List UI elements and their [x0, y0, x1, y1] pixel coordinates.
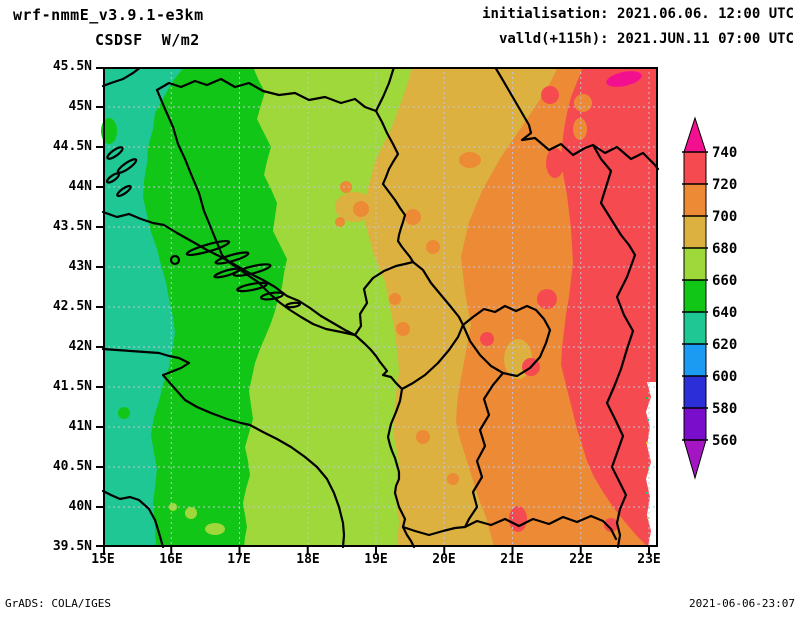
lat-tick-label: 41N [68, 419, 92, 434]
lat-tick-label: 44.5N [52, 139, 92, 154]
map-area [101, 67, 660, 549]
border-greece-north [401, 514, 618, 541]
border-danube [493, 67, 660, 171]
lon-tick-label: 16E [159, 552, 183, 567]
lon-tick-label: 17E [227, 552, 251, 567]
lat-tick-label: 44N [68, 179, 92, 194]
border-sava-north [155, 77, 378, 113]
colorbar-label: 580 [712, 401, 737, 417]
lat-tick-label: 43.5N [52, 219, 92, 234]
lon-tick-label: 18E [296, 552, 320, 567]
lat-tick-label: 42N [68, 339, 92, 354]
creation-timestamp: 2021-06-06-23:07 [689, 597, 795, 610]
colorbar-segments [683, 116, 707, 480]
lon-tick-label: 19E [364, 552, 388, 567]
axis-ticks [96, 67, 650, 555]
grid [103, 67, 658, 547]
coastline-adriatic-east [101, 210, 416, 549]
lat-tick-label: 40N [68, 499, 92, 514]
lat-tick-label: 42.5N [52, 299, 92, 314]
coastline-italy-gargano [101, 347, 346, 549]
lat-tick-label: 39.5N [52, 539, 92, 554]
border-serbia-east [591, 143, 637, 549]
valid-time: valld(+115h): 2021.JUN.11 07:00 UTC [498, 31, 794, 47]
colorbar-arrow-top [683, 116, 707, 153]
colorbar-label: 740 [712, 145, 737, 161]
variable-title: CSDSF W/m2 [95, 31, 200, 49]
colorbar-label: 680 [712, 241, 737, 257]
initialisation-time: initialisation: 2021.06.06. 12:00 UTC [482, 6, 794, 22]
lon-tick-label: 20E [432, 552, 456, 567]
lat-tick-label: 41.5N [52, 379, 92, 394]
border-albania-macedonia [463, 371, 505, 529]
dalmatian-islands [105, 146, 302, 309]
grads-credit: GrADS: COLA/IGES [5, 597, 111, 610]
colorbar-labels: 740 720 700 680 660 640 620 600 580 560 [712, 145, 737, 449]
colorbar-label: 700 [712, 209, 737, 225]
lat-tick-label: 45N [68, 99, 92, 114]
colorbar-label: 620 [712, 337, 737, 353]
border-kosovo [461, 304, 552, 378]
colorbar-tick-lines [682, 151, 708, 441]
country-borders [101, 67, 660, 549]
colorbar-label: 640 [712, 305, 737, 321]
map-frame [103, 67, 658, 547]
border-bosnia-serbia [374, 109, 415, 264]
lon-tick-label: 15E [91, 552, 115, 567]
colorbar-label: 600 [712, 369, 737, 385]
map-plot [96, 67, 660, 555]
colorbar-label: 660 [712, 273, 737, 289]
lon-tick-label: 21E [500, 552, 524, 567]
colorbar-arrow-bottom [683, 439, 707, 480]
lat-tick-label: 45.5N [52, 59, 92, 74]
colorbar: 740 720 700 680 660 640 620 600 580 560 [682, 116, 737, 480]
border-montenegro-north [353, 260, 415, 337]
border-north-exit [374, 67, 396, 113]
coastline-italy-taranto [101, 489, 165, 549]
field-blobs [101, 71, 642, 535]
coastline-istria [101, 67, 143, 88]
colorbar-label: 560 [712, 433, 737, 449]
lon-tick-label: 23E [637, 552, 661, 567]
lon-tick-label: 22E [569, 552, 593, 567]
lat-tick-label: 40.5N [52, 459, 92, 474]
colorbar-label: 720 [712, 177, 737, 193]
lat-tick-label: 43N [68, 259, 92, 274]
model-title: wrf-nmmE_v3.9.1-e3km [13, 6, 204, 24]
